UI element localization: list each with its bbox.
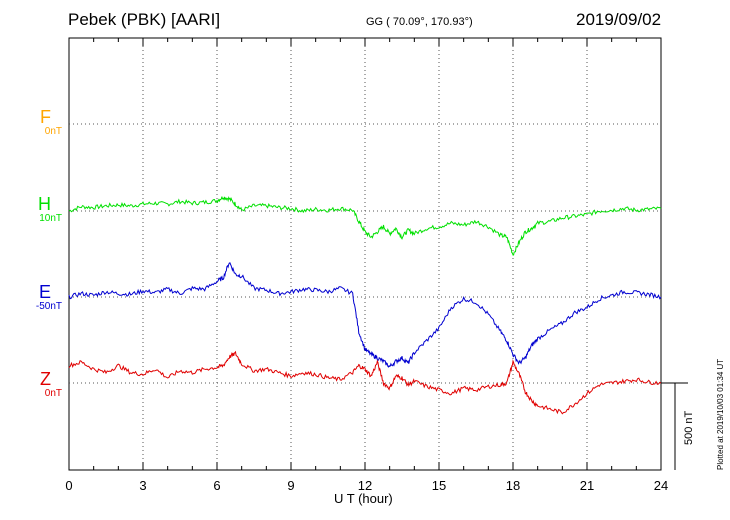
channel-name-f: F — [40, 107, 51, 127]
plot-date: 2019/09/02 — [576, 10, 662, 29]
series-line-h — [68, 195, 662, 256]
station-title: Pebek (PBK) [AARI] — [68, 10, 221, 29]
channel-label-h: H 10nT — [0, 195, 64, 225]
x-tick-label-0: 0 — [65, 478, 73, 493]
channel-label-e: E -50nT — [0, 283, 64, 313]
data-traces — [68, 195, 662, 415]
grid-lines — [69, 38, 661, 470]
x-tick-label-21: 21 — [579, 478, 595, 493]
x-tick-label-6: 6 — [213, 478, 221, 493]
scale-bar-label: 500 nT — [683, 410, 695, 445]
x-tick-label-24: 24 — [653, 478, 669, 493]
channel-label-f: F 0nT — [0, 108, 64, 138]
plotted-timestamp: Plotted at 2019/10/03 01:34 UT — [716, 358, 725, 470]
x-tick-label-15: 15 — [431, 478, 447, 493]
series-line-z — [68, 350, 662, 415]
x-tick-label-18: 18 — [505, 478, 521, 493]
series-line-e — [68, 262, 662, 368]
geo-coordinates: GG ( 70.09°, 170.93°) — [366, 16, 473, 28]
x-tick-label-9: 9 — [287, 478, 295, 493]
channel-label-z: Z 0nT — [0, 370, 64, 400]
channel-offset-e: -50nT — [35, 301, 62, 312]
channel-name-h: H — [38, 194, 51, 214]
x-tick-label-12: 12 — [357, 478, 373, 493]
channel-name-e: E — [38, 282, 51, 302]
x-axis-title: U T (hour) — [334, 491, 393, 506]
channel-offset-z: 0nT — [44, 388, 62, 399]
channel-name-z: Z — [40, 369, 51, 389]
channel-offset-h: 10nT — [39, 213, 62, 224]
axis-ticks — [68, 38, 662, 470]
x-tick-label-3: 3 — [139, 478, 147, 493]
channel-offset-f: 0nT — [44, 126, 62, 137]
